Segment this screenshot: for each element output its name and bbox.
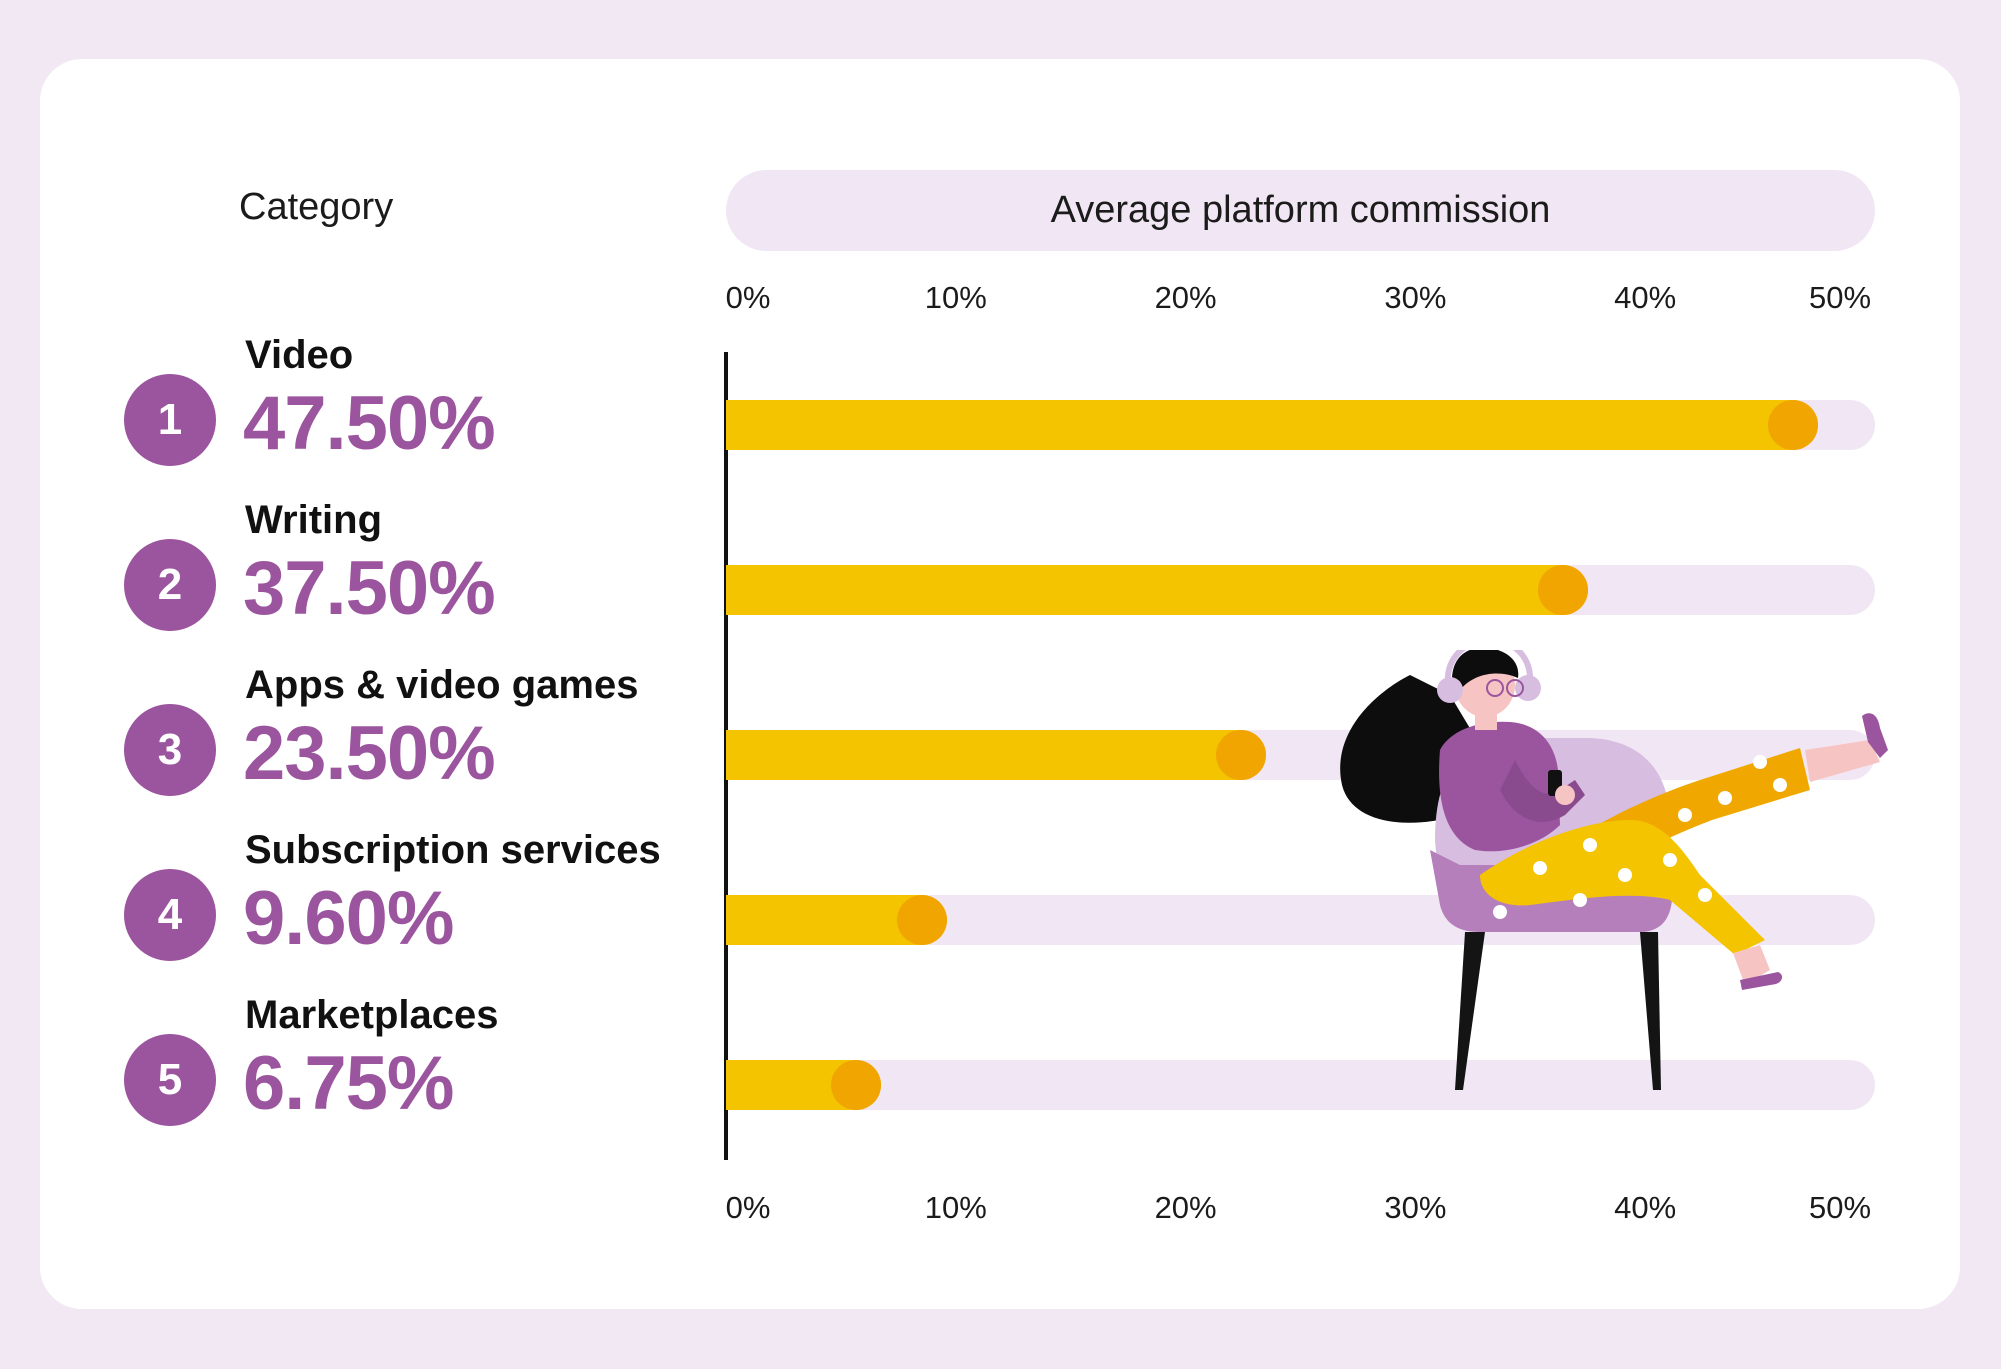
bar bbox=[726, 730, 1267, 780]
bottom-tick-label: 40% bbox=[1614, 1190, 1677, 1225]
bottom-tick-label: 10% bbox=[924, 1190, 987, 1225]
top-tick-label: 50% bbox=[1808, 280, 1872, 315]
chart-title: Average platform commission bbox=[726, 170, 1875, 251]
bottom-tick-label: 20% bbox=[1154, 1190, 1217, 1225]
bottom-tick-label: 50% bbox=[1808, 1190, 1872, 1225]
rank-badge: 4 bbox=[124, 869, 216, 961]
bar bbox=[726, 565, 1588, 615]
rank-badge: 3 bbox=[124, 704, 216, 796]
category-value: 37.50% bbox=[243, 546, 496, 631]
rank-badge: 1 bbox=[124, 374, 216, 466]
category-label: Video bbox=[245, 333, 354, 377]
bar bbox=[726, 400, 1818, 450]
chart-title-text: Average platform commission bbox=[1050, 189, 1551, 231]
woman-in-armchair-illustration bbox=[1340, 650, 1888, 1090]
category-label: Subscription services bbox=[245, 828, 661, 872]
rank-badge: 5 bbox=[124, 1034, 216, 1126]
category-value: 6.75% bbox=[243, 1041, 454, 1126]
rank-badge: 2 bbox=[124, 539, 216, 631]
category-label: Marketplaces bbox=[245, 993, 499, 1037]
bar-end-knob bbox=[831, 1060, 882, 1110]
bottom-tick-label: 0% bbox=[725, 1190, 771, 1225]
bar-end-knob bbox=[1537, 565, 1588, 615]
category-value: 23.50% bbox=[243, 711, 496, 796]
category-value: 47.50% bbox=[243, 381, 496, 466]
bar-track bbox=[726, 1060, 1875, 1110]
bar-end-knob bbox=[896, 895, 947, 945]
category-label: Apps & video games bbox=[245, 663, 639, 707]
bar-end-knob bbox=[1216, 730, 1267, 780]
top-tick-label: 30% bbox=[1384, 280, 1447, 315]
top-tick-label: 40% bbox=[1614, 280, 1677, 315]
bar-end-knob bbox=[1767, 400, 1818, 450]
category-label: Writing bbox=[245, 498, 383, 542]
category-value: 9.60% bbox=[243, 876, 454, 961]
top-tick-label: 20% bbox=[1154, 280, 1217, 315]
top-tick-label: 0% bbox=[725, 280, 771, 315]
top-tick-label: 10% bbox=[924, 280, 987, 315]
bottom-tick-label: 30% bbox=[1384, 1190, 1447, 1225]
category-column-header: Category bbox=[239, 186, 394, 228]
